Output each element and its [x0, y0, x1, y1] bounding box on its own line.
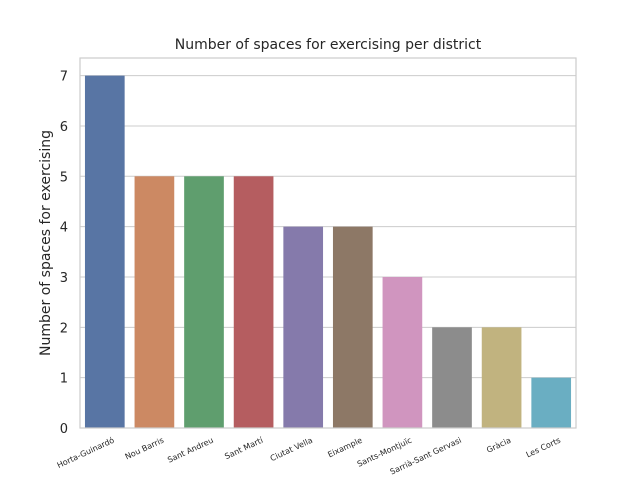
bar	[184, 176, 224, 428]
bar	[481, 327, 522, 428]
y-tick-label: 3	[60, 271, 68, 286]
bar	[531, 377, 572, 428]
bar	[382, 276, 423, 428]
x-tick-label: Sant Martí	[223, 435, 265, 461]
bar	[233, 176, 274, 428]
y-tick-label: 4	[60, 221, 68, 236]
y-tick-label: 2	[60, 321, 68, 336]
x-tick-label: Gràcia	[485, 436, 512, 455]
x-tick-label: Horta-Guinardó	[55, 435, 116, 470]
bar	[432, 327, 472, 428]
y-tick-label: 1	[60, 372, 68, 387]
x-tick-label: Nou Barris	[124, 436, 166, 462]
x-tick-label: Les Corts	[525, 436, 562, 460]
y-axis-label: Number of spaces for exercising	[38, 130, 54, 356]
bars	[84, 75, 572, 428]
bar	[283, 226, 324, 428]
plot-frame	[79, 57, 577, 429]
y-tick-label: 6	[60, 120, 68, 135]
y-tick-label: 0	[60, 422, 68, 437]
bar	[84, 75, 125, 428]
x-tick-label: Ciutat Vella	[269, 436, 314, 464]
chart-title: Number of spaces for exercising per dist…	[175, 37, 482, 53]
bar	[134, 176, 175, 428]
x-tick-label: Eixample	[326, 436, 363, 460]
bar	[332, 226, 373, 428]
x-tick-labels: Horta-Guinardó Nou Barris Sant Andreu Sant …	[55, 435, 562, 477]
y-tick-label: 7	[60, 70, 68, 85]
y-tick-labels: 0 1 2 3 4 5 6 7	[60, 70, 68, 437]
y-tick-label: 5	[60, 170, 68, 185]
x-tick-label: Sant Andreu	[166, 436, 215, 465]
